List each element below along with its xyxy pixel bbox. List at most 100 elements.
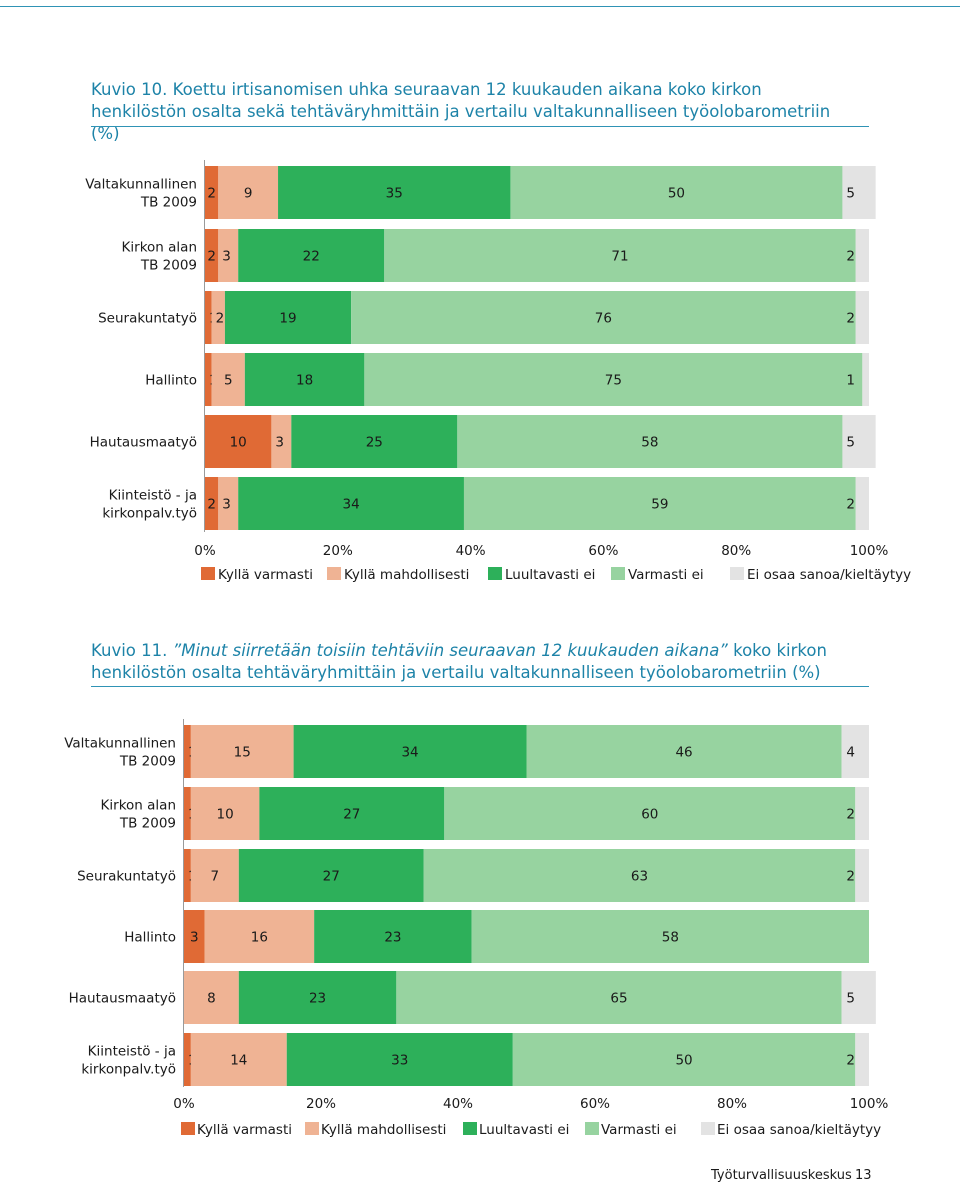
bar-segment bbox=[211, 353, 245, 406]
bar-segment bbox=[218, 477, 239, 530]
legend-swatch bbox=[327, 567, 341, 580]
bar-segment bbox=[184, 971, 239, 1024]
data-label: 19 bbox=[279, 311, 296, 327]
bar-segment bbox=[205, 229, 219, 282]
bar-segment bbox=[291, 415, 458, 468]
figure-10-chart: Valtakunnallinen TB 2009 2 9 35 50 5 Kirkon ala… bbox=[85, 160, 911, 583]
x-tick-label: 80% bbox=[721, 543, 751, 559]
bar-segment bbox=[855, 1033, 869, 1086]
bar-segment bbox=[224, 291, 352, 344]
data-label: 2 bbox=[846, 1053, 855, 1069]
category-label: Seurakuntatyö bbox=[77, 869, 176, 885]
data-label: 15 bbox=[234, 745, 251, 761]
bar-segment bbox=[842, 415, 876, 468]
figure-10-caption: Kuvio 10. Koettu irtisanomisen uhka seur… bbox=[91, 79, 841, 145]
bar-segment bbox=[238, 229, 385, 282]
category-label: Hautausmaatyö bbox=[69, 991, 176, 1007]
bar-segment bbox=[205, 415, 272, 468]
bar-segment bbox=[190, 1033, 287, 1086]
data-label: 59 bbox=[651, 497, 668, 513]
bar-segment bbox=[423, 849, 856, 902]
data-label: 2 bbox=[846, 249, 855, 265]
data-label: 5 bbox=[846, 186, 855, 202]
data-label: 4 bbox=[846, 745, 855, 761]
x-tick-label: 20% bbox=[323, 543, 353, 559]
x-tick-label: 100% bbox=[850, 1096, 889, 1112]
x-tick-label: 40% bbox=[456, 543, 486, 559]
bar-segment bbox=[463, 477, 856, 530]
bar-segment bbox=[471, 910, 869, 963]
bar-segment bbox=[278, 166, 511, 219]
footer-page-number: 13 bbox=[855, 1168, 872, 1183]
category-label: Kirkon alan TB 2009 bbox=[122, 240, 197, 274]
data-label: 33 bbox=[391, 1053, 408, 1069]
bar-segment bbox=[190, 787, 260, 840]
x-tick-label: 60% bbox=[588, 543, 618, 559]
data-label: 63 bbox=[631, 869, 648, 885]
data-label: 3 bbox=[275, 435, 284, 451]
data-label: 2 bbox=[846, 311, 855, 327]
bar-segment bbox=[314, 910, 472, 963]
data-label: 34 bbox=[401, 745, 418, 761]
bar-segment bbox=[351, 291, 856, 344]
figure-11-quote: ”Minut siirretään toisiin tehtäviin seur… bbox=[172, 641, 728, 660]
bar-segment bbox=[855, 229, 869, 282]
data-label: 60 bbox=[641, 807, 658, 823]
data-label: 27 bbox=[343, 807, 360, 823]
bar-segment bbox=[184, 787, 191, 840]
figure-11-title: koko kirkon henkilöstön osalta tehtäväry… bbox=[91, 641, 827, 682]
bar-segment bbox=[218, 229, 239, 282]
bar-segment bbox=[271, 415, 292, 468]
top-rule bbox=[0, 6, 960, 7]
data-label: 27 bbox=[323, 869, 340, 885]
legend-swatch bbox=[488, 567, 502, 580]
legend-label: Kyllä mahdollisesti bbox=[321, 1122, 446, 1138]
bar-segment bbox=[244, 353, 365, 406]
data-label: 3 bbox=[222, 497, 231, 513]
bar-segment bbox=[841, 971, 876, 1024]
legend-label: Ei osaa sanoa/kieltäytyy bbox=[747, 567, 911, 583]
data-label: 50 bbox=[668, 186, 685, 202]
bar-segment bbox=[364, 353, 863, 406]
figure-11-caption-rule bbox=[91, 686, 869, 687]
data-label: 23 bbox=[309, 991, 326, 1007]
bar-segment bbox=[862, 353, 869, 406]
x-tick-label: 0% bbox=[173, 1096, 195, 1112]
legend-swatch bbox=[611, 567, 625, 580]
legend-swatch bbox=[305, 1122, 319, 1135]
data-label: 18 bbox=[296, 373, 313, 389]
data-label: 2 bbox=[846, 807, 855, 823]
bar-segment bbox=[512, 1033, 856, 1086]
figure-11-caption: Kuvio 11. ”Minut siirretään toisiin teht… bbox=[91, 640, 841, 684]
category-label: Hallinto bbox=[145, 373, 197, 389]
data-label: 22 bbox=[303, 249, 320, 265]
figure-10-title: Koettu irtisanomisen uhka seuraavan 12 k… bbox=[91, 80, 831, 143]
category-label: Seurakuntatyö bbox=[98, 311, 197, 327]
category-label: Kirkon alan TB 2009 bbox=[101, 798, 176, 832]
bar-segment bbox=[184, 849, 191, 902]
data-label: 3 bbox=[190, 930, 199, 946]
data-label: 16 bbox=[251, 930, 268, 946]
bar-segment bbox=[855, 849, 869, 902]
category-label: Valtakunnallinen TB 2009 bbox=[64, 736, 176, 770]
data-label: 2 bbox=[846, 869, 855, 885]
data-label: 7 bbox=[211, 869, 220, 885]
legend-label: Varmasti ei bbox=[601, 1122, 677, 1138]
data-label: 50 bbox=[675, 1053, 692, 1069]
data-label: 5 bbox=[846, 991, 855, 1007]
data-label: 58 bbox=[662, 930, 679, 946]
bar-segment bbox=[293, 725, 527, 778]
bar-segment bbox=[855, 787, 869, 840]
category-label: Hautausmaatyö bbox=[90, 435, 197, 451]
legend-swatch bbox=[701, 1122, 715, 1135]
data-label: 3 bbox=[222, 249, 231, 265]
bar-segment bbox=[205, 477, 219, 530]
legend-swatch bbox=[201, 567, 215, 580]
data-label: 14 bbox=[230, 1053, 247, 1069]
x-tick-label: 20% bbox=[306, 1096, 336, 1112]
data-label: 9 bbox=[244, 186, 253, 202]
bar-segment bbox=[238, 477, 464, 530]
bar-segment bbox=[190, 849, 239, 902]
data-label: 65 bbox=[610, 991, 627, 1007]
bar-segment bbox=[286, 1033, 513, 1086]
